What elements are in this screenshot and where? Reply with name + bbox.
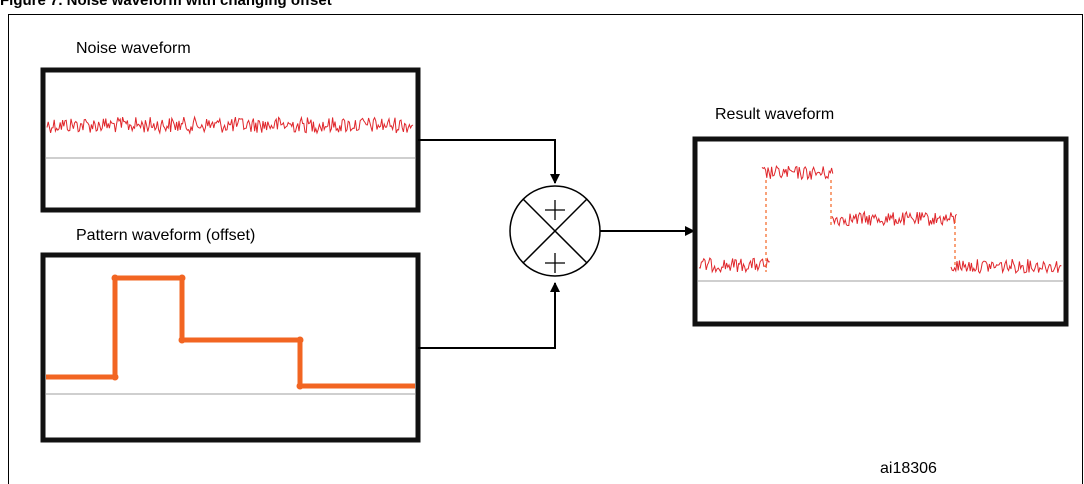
pattern-panel-label: Pattern waveform (offset) (76, 227, 256, 244)
figure-caption: Figure 7. Noise waveform with changing o… (0, 0, 332, 9)
plus-sign-bottom (545, 253, 565, 273)
pattern-to-mixer-connector (418, 282, 560, 349)
result-trace-segment (831, 210, 958, 227)
figure-frame (8, 14, 1083, 484)
result-trace-segment (950, 258, 1062, 275)
result-panel (692, 136, 1069, 327)
result-panel-label: Result waveform (715, 106, 835, 123)
pattern-panel (40, 252, 421, 443)
pattern-trace (46, 275, 415, 389)
noise-trace (46, 115, 414, 135)
pattern-vertex (111, 373, 119, 381)
pattern-vertex (178, 274, 186, 282)
pattern-vertex (296, 382, 304, 390)
result-trace-segment (761, 164, 834, 181)
pattern-vertex (178, 336, 186, 344)
noise-panel-label: Noise waveform (76, 40, 191, 57)
plus-sign-top (545, 200, 565, 220)
noise-panel (40, 67, 421, 213)
pattern-vertex (296, 336, 304, 344)
result-trace-segment (698, 257, 770, 274)
result-trace (698, 164, 1062, 275)
figure-id-tag: ai18306 (880, 460, 937, 477)
pattern-vertex (111, 274, 119, 282)
noise-trace-segment (46, 115, 414, 135)
summing-junction (509, 185, 601, 277)
noise-to-mixer-connector (418, 139, 560, 184)
